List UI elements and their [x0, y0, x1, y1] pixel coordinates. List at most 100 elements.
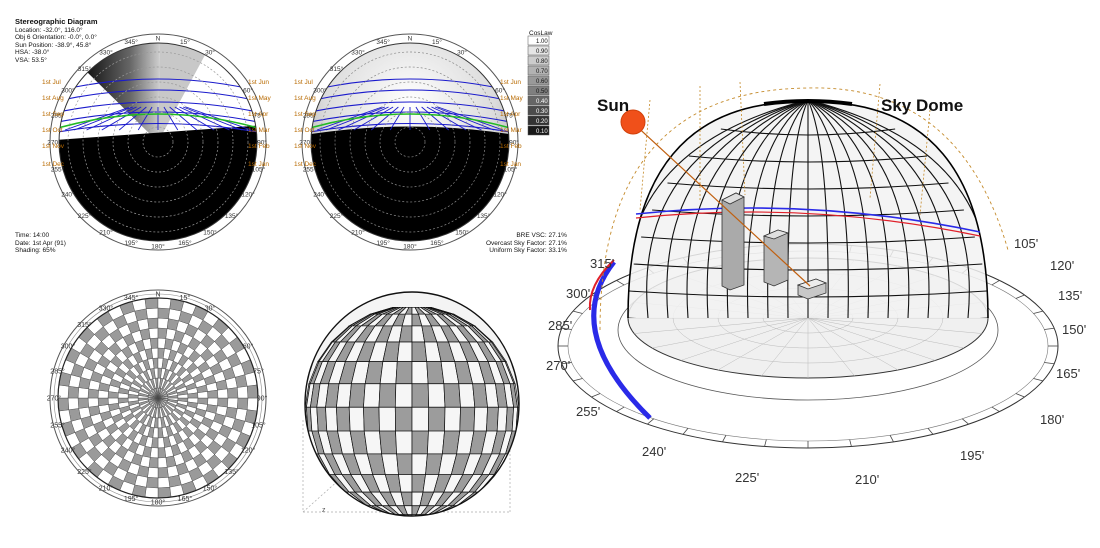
- stereographic-shading-diagram: [49, 33, 267, 251]
- legend-swatch: [527, 95, 550, 106]
- date-label-a: 1st Oct: [42, 127, 63, 134]
- sky-factor-block: BRE VSC: 27.1% Overcast Sky Factor: 27.1…: [486, 232, 567, 255]
- stereo-b-dial-label: 210°: [351, 229, 365, 237]
- stereo-a-dial-label: 60°: [243, 87, 253, 95]
- legend-value: 1.00: [536, 39, 548, 45]
- date-line: Date: 1st Apr (91): [15, 239, 66, 247]
- date-label-b: 1st Feb: [500, 143, 522, 150]
- date-label-a: 1st Mar: [248, 127, 271, 134]
- dome-angle-label: 300': [566, 286, 590, 301]
- stereo-a-dial-label: 240°: [61, 191, 75, 199]
- stereo-b-dial-label: 345°: [376, 38, 390, 46]
- vsc-line: BRE VSC: 27.1%: [516, 232, 567, 239]
- dome-angle-label: 315': [590, 256, 614, 271]
- date-label-b: 1st Mar: [500, 127, 523, 134]
- stereo-b-dial-label: 270°: [299, 139, 313, 147]
- dome-angle-label: 285': [548, 318, 572, 333]
- stereo-b-dial-label: 315°: [330, 65, 344, 73]
- checker-dial-label: 300°: [61, 343, 76, 351]
- stereo-b-dial-label: 150°: [455, 229, 469, 237]
- checker-dial-label: 270°: [47, 395, 62, 403]
- date-label-a: 1st Apr: [248, 111, 269, 118]
- sky-patch-checker-disc: [49, 289, 267, 507]
- info-line: Location: -32.0°, 116.0°: [15, 26, 83, 34]
- date-label-b: 1st May: [500, 95, 524, 102]
- legend-swatch: [527, 105, 550, 116]
- legend-swatch: [527, 75, 550, 86]
- dome-angle-label: 270': [546, 358, 570, 373]
- checker-dial-label: 225°: [77, 468, 92, 476]
- stereo-a-dial-label: 150°: [203, 229, 217, 237]
- stereo-a-dial-label: 120°: [241, 191, 255, 199]
- info-line: Sun Position: -38.9°, 45.8°: [15, 41, 92, 49]
- stereo-b-dial-label: 120°: [493, 191, 507, 199]
- date-label-b: 1st Jan: [500, 161, 521, 168]
- stereo-b-dial-label: 105°: [504, 165, 518, 173]
- stereo-a-dial-label: 345°: [124, 38, 138, 46]
- stereo-info-block: Stereographic Diagram Location: -32.0°, …: [15, 18, 98, 65]
- stereo-b-dial-label: 240°: [313, 191, 327, 199]
- date-label-a: 1st Nov: [42, 143, 65, 150]
- stereo-a-dial-label: N: [156, 36, 161, 43]
- legend-swatch: [527, 35, 550, 46]
- legend-swatch: [527, 125, 550, 136]
- date-label-a: 1st Jan: [248, 161, 269, 168]
- stereo-a-dial-label: 105°: [252, 165, 266, 173]
- stereo-a-dial-label: 30°: [205, 48, 215, 56]
- stereo-time-block: Time: 14:00 Date: 1st Apr (91) Shading: …: [15, 232, 66, 255]
- stereo-b-dial-label: 330°: [351, 48, 365, 56]
- date-label-a: 1st Jul: [42, 79, 61, 86]
- info-line: HSA: -38.0°: [15, 49, 50, 57]
- legend-value: 0.50: [536, 89, 548, 95]
- checker-dial-label: 30°: [205, 304, 216, 312]
- checker-dial-label: 135°: [224, 468, 239, 476]
- stereo-b-dial-label: 15°: [432, 38, 442, 46]
- checker-dial-label: 120°: [241, 447, 256, 455]
- checker-dial-label: 75°: [253, 368, 264, 376]
- stereo-a-dial-label: 210°: [99, 229, 113, 237]
- stereographic-sky-factor-diagram: 1.00 0.90 0.80 0.70 0.60 0.50 0.40 0.30 0.20 0.10: [301, 33, 550, 251]
- legend-swatch: [527, 65, 550, 76]
- date-label-a: 1st Dec: [42, 161, 65, 168]
- stereo-b-dial-label: 75°: [506, 112, 516, 120]
- checker-dial-label: 90°: [257, 395, 268, 403]
- checker-dial-label: 210°: [99, 485, 114, 493]
- checker-dial-label: 15°: [180, 294, 191, 302]
- stereo-b-dial-label: N: [408, 36, 413, 43]
- stereo-title: Stereographic Diagram: [15, 17, 98, 26]
- date-label-a: 1st Feb: [248, 143, 270, 150]
- legend-value: 0.10: [536, 129, 548, 135]
- dome-angle-label: 165': [1056, 366, 1080, 381]
- date-label-a: 1st May: [248, 95, 272, 102]
- date-label-b: 1st Dec: [294, 161, 317, 168]
- checker-dial-label: N: [155, 292, 160, 299]
- date-label-b: 1st Oct: [294, 127, 315, 134]
- date-label-b: 1st Apr: [500, 111, 521, 118]
- sky-dome-label: Sky Dome: [881, 96, 964, 115]
- legend-value: 0.30: [536, 109, 548, 115]
- stereo-b-dial-label: 285°: [303, 112, 317, 120]
- checker-dial-label: 195°: [124, 495, 139, 503]
- time-line: Time: 14:00: [15, 232, 50, 239]
- svg-text:z: z: [322, 507, 326, 514]
- checker-dial-label: 255°: [50, 421, 65, 429]
- date-label-b: 1st Nov: [294, 143, 317, 150]
- checker-dial-label: 345°: [124, 294, 139, 302]
- sun-label: Sun: [597, 96, 630, 115]
- dome-angle-label: 180': [1040, 412, 1064, 427]
- dome-angle-label: 105': [1014, 236, 1038, 251]
- coslaw-legend: 1.00 0.90 0.80 0.70 0.60 0.50 0.40 0.30 0.20 0.10: [527, 35, 550, 136]
- stereo-b-dial-label: 60°: [495, 87, 505, 95]
- legend-value: 0.40: [536, 99, 548, 105]
- checker-dial-label: 60°: [243, 343, 254, 351]
- date-label-a: 1st Sep: [42, 111, 64, 118]
- checker-dial-label: 165°: [178, 495, 193, 503]
- dome-angle-label: 195': [960, 448, 984, 463]
- dome-angle-label: 240': [642, 444, 666, 459]
- info-line: Obj 6 Orientation: -0.0°, 0.0°: [15, 34, 97, 42]
- stereo-b-dial-label: 135°: [477, 212, 491, 220]
- date-label-a: 1st Aug: [42, 95, 64, 102]
- legend-title: CosLaw: [529, 30, 553, 37]
- checker-dial-label: 315°: [77, 321, 92, 329]
